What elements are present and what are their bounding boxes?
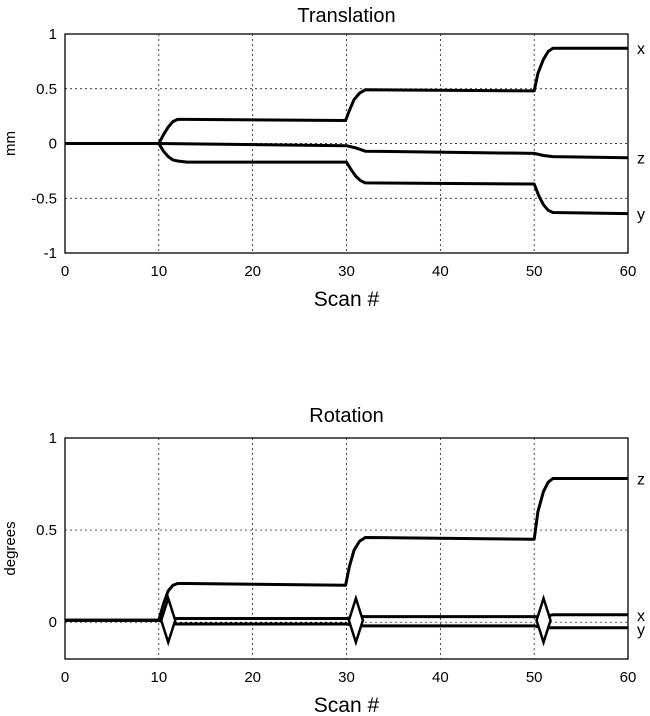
rotation-plot-frame [64,437,629,660]
rotation-panel: 0 10 20 30 40 50 60 0 0.5 1 z xy Rotation Scan # d… [2,405,645,716]
translation-series-x-label: x [637,41,645,58]
rotation-y-tick-label: 0 [49,614,57,631]
translation-x-tick-label: 10 [150,263,167,280]
rotation-x-tick-label: 50 [526,669,543,686]
rotation-y-axis-label: degrees [2,521,19,575]
translation-y-tick-label: -1 [44,245,57,262]
rotation-y-tick-label: 1 [49,430,57,447]
translation-series-x-line [65,46,628,145]
rotation-series-z-line [65,477,628,622]
translation-series-y-line [65,142,629,216]
translation-y-tick-label: 1 [49,26,57,43]
translation-series-y-label: y [637,207,645,224]
rotation-series-y-label: y [637,622,645,639]
rotation-series-z-label: z [637,472,645,489]
translation-x-axis-label: Scan # [314,288,380,311]
translation-panel: 0 10 20 30 40 50 60 -1 -0.5 0 0.5 1 x z y Translation… [2,5,645,311]
rotation-x-tick-label: 10 [150,669,167,686]
rotation-diamond-marker [347,594,365,647]
translation-series-z-line [65,142,629,160]
rotation-x-tick-label: 60 [620,669,637,686]
translation-x-tick-label: 50 [526,263,543,280]
rotation-x-tick-label: 40 [432,669,449,686]
translation-y-tick-label: -0.5 [31,190,57,207]
translation-y-tick-label: 0 [49,136,57,153]
rotation-y-tick-label: 0.5 [36,522,57,539]
rotation-series-x-label: x [637,608,645,625]
rotation-x-tick-label: 20 [244,669,261,686]
translation-y-tick-label: 0.5 [36,81,57,98]
rotation-x-tick-label: 30 [338,669,355,686]
translation-x-tick-label: 0 [61,263,69,280]
translation-title: Translation [297,5,395,27]
translation-x-tick-label: 60 [620,263,637,280]
rotation-x-tick-label: 0 [61,669,69,686]
rotation-title: Rotation [309,405,384,427]
translation-series-z-label: z [637,151,645,168]
rotation-diamond-marker [535,594,552,647]
rotation-diamond-marker [159,594,177,647]
translation-x-tick-label: 40 [432,263,449,280]
translation-plot-frame [64,33,629,254]
translation-y-axis-label: mm [2,131,19,156]
rotation-x-axis-label: Scan # [314,694,380,716]
translation-x-tick-label: 20 [244,263,261,280]
translation-x-tick-label: 30 [338,263,355,280]
